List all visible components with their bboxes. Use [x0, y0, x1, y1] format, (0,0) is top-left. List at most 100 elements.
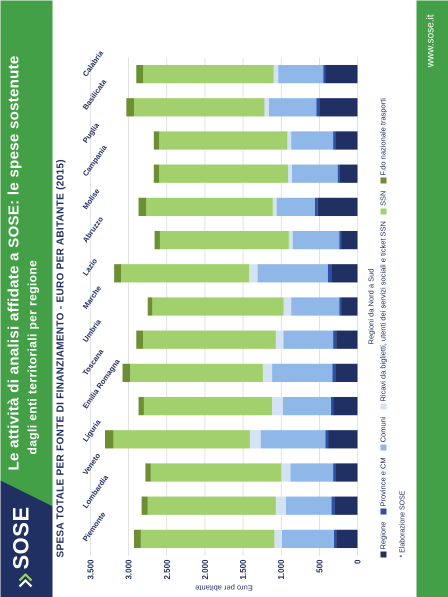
- bar-segment: [335, 529, 358, 548]
- category-label: Piemonte: [80, 510, 107, 543]
- legend-item: F.do nazionale trasporti: [378, 98, 387, 184]
- legend-item: Province e CM: [378, 456, 387, 515]
- bar-segment: [340, 296, 358, 316]
- category-label: Marche: [80, 283, 102, 310]
- bar-segment: [122, 363, 130, 382]
- bar-segment: [133, 97, 264, 116]
- bar-segment: [249, 429, 261, 448]
- category-label: Veneto: [80, 450, 102, 476]
- legend-label: SSN: [378, 190, 387, 206]
- bar-segment: [337, 164, 340, 183]
- bar-segment: [120, 263, 249, 282]
- bar-segment: [328, 429, 357, 448]
- y-tick-label: 3.000: [124, 558, 133, 579]
- legend-swatch: [380, 403, 387, 410]
- bar-segment: [277, 64, 323, 83]
- legend-label: Comuni: [378, 416, 387, 442]
- bar-segment: [272, 197, 277, 216]
- bar-segment: [333, 529, 336, 548]
- bar-segment: [262, 363, 272, 382]
- y-tick-label: 1.500: [239, 558, 248, 579]
- bar-segment: [324, 64, 357, 83]
- category-label: Lombardia: [80, 472, 110, 509]
- bar-segment: [335, 330, 358, 349]
- bar-segment: [292, 230, 339, 249]
- category-label: Umbria: [80, 316, 103, 343]
- legend-swatch: [380, 177, 387, 184]
- legend-item: Comuni: [378, 416, 387, 450]
- category-label: Calabria: [80, 48, 105, 78]
- bar-segment: [324, 429, 329, 448]
- legend-swatch: [380, 508, 387, 515]
- category-label: Liguria: [80, 417, 102, 443]
- bar-segment: [286, 130, 291, 150]
- bar-segment: [285, 496, 332, 515]
- bar-segment: [260, 429, 325, 448]
- bar-segment: [282, 396, 331, 415]
- y-tick-label: 2.000: [200, 558, 209, 579]
- bar-segment: [144, 462, 151, 482]
- bar-segment: [138, 396, 144, 415]
- category-label: Campania: [80, 142, 108, 177]
- legend-label: Regione: [378, 521, 387, 549]
- bar-segment: [147, 296, 152, 316]
- bar-segment: [153, 130, 159, 150]
- legend-label: Ricavi da biglietti, utenti dei servizi …: [378, 220, 387, 402]
- bar-segment: [248, 263, 258, 282]
- bar-segment: [314, 197, 318, 216]
- y-tick-label: 0: [353, 558, 362, 563]
- bar-segment: [332, 130, 335, 150]
- site-url: www.sose.it: [425, 14, 436, 67]
- x-axis-title: Regioni da Nord a Sud: [366, 268, 375, 344]
- bar-segment: [151, 296, 284, 316]
- bar-segment: [273, 64, 278, 83]
- bar-segment: [283, 296, 291, 316]
- bar-segment: [331, 263, 358, 282]
- header-bar: SOSE Le attività di analisi affidate a S…: [0, 0, 52, 597]
- legend-label: Province e CM: [378, 456, 387, 507]
- bar-segment: [331, 363, 335, 382]
- bar-segment: [327, 263, 332, 282]
- bar-segment: [140, 529, 274, 548]
- footer-bar: www.sose.it: [416, 0, 448, 597]
- bar-segment: [135, 330, 143, 349]
- bar-segment: [141, 496, 148, 515]
- bar-segment: [338, 230, 341, 249]
- bar-segment: [334, 130, 357, 150]
- category-label: Lazio: [80, 256, 99, 277]
- bar-segment: [268, 97, 316, 116]
- category-label: Toscana: [80, 346, 105, 376]
- bar-segment: [104, 429, 113, 448]
- legend-swatch: [380, 207, 387, 214]
- bar-segment: [317, 197, 357, 216]
- bar-segment: [159, 230, 289, 249]
- bar-segment: [338, 296, 341, 316]
- bar-segment: [271, 396, 283, 415]
- bar-segment: [332, 396, 357, 415]
- bar-segment: [273, 529, 282, 548]
- bar-segment: [288, 230, 293, 249]
- y-axis-title: Euro per abitante: [195, 583, 253, 592]
- legend-item: Regione: [378, 521, 387, 557]
- bar-segment: [281, 529, 334, 548]
- chart-legend: Regione Province e CM Comuni Ricavi da bigl…: [378, 37, 387, 557]
- bar-segment: [290, 130, 333, 150]
- bar-segment: [112, 429, 250, 448]
- bar-segment: [339, 164, 357, 183]
- bar-segment: [154, 230, 160, 249]
- bar-segment: [332, 330, 336, 349]
- bar-segment: [138, 197, 146, 216]
- bar-segment: [133, 529, 141, 548]
- bar-segment: [283, 330, 333, 349]
- sose-logo-icon: [15, 573, 35, 589]
- bar-segment: [135, 64, 143, 83]
- bar-segment: [334, 462, 357, 482]
- bar-segment: [275, 330, 284, 349]
- y-tick-label: 3.500: [86, 558, 95, 579]
- bar-segment: [280, 462, 290, 482]
- bar-segment: [322, 64, 325, 83]
- bar-segment: [330, 396, 333, 415]
- y-tick-label: 2.500: [162, 558, 171, 579]
